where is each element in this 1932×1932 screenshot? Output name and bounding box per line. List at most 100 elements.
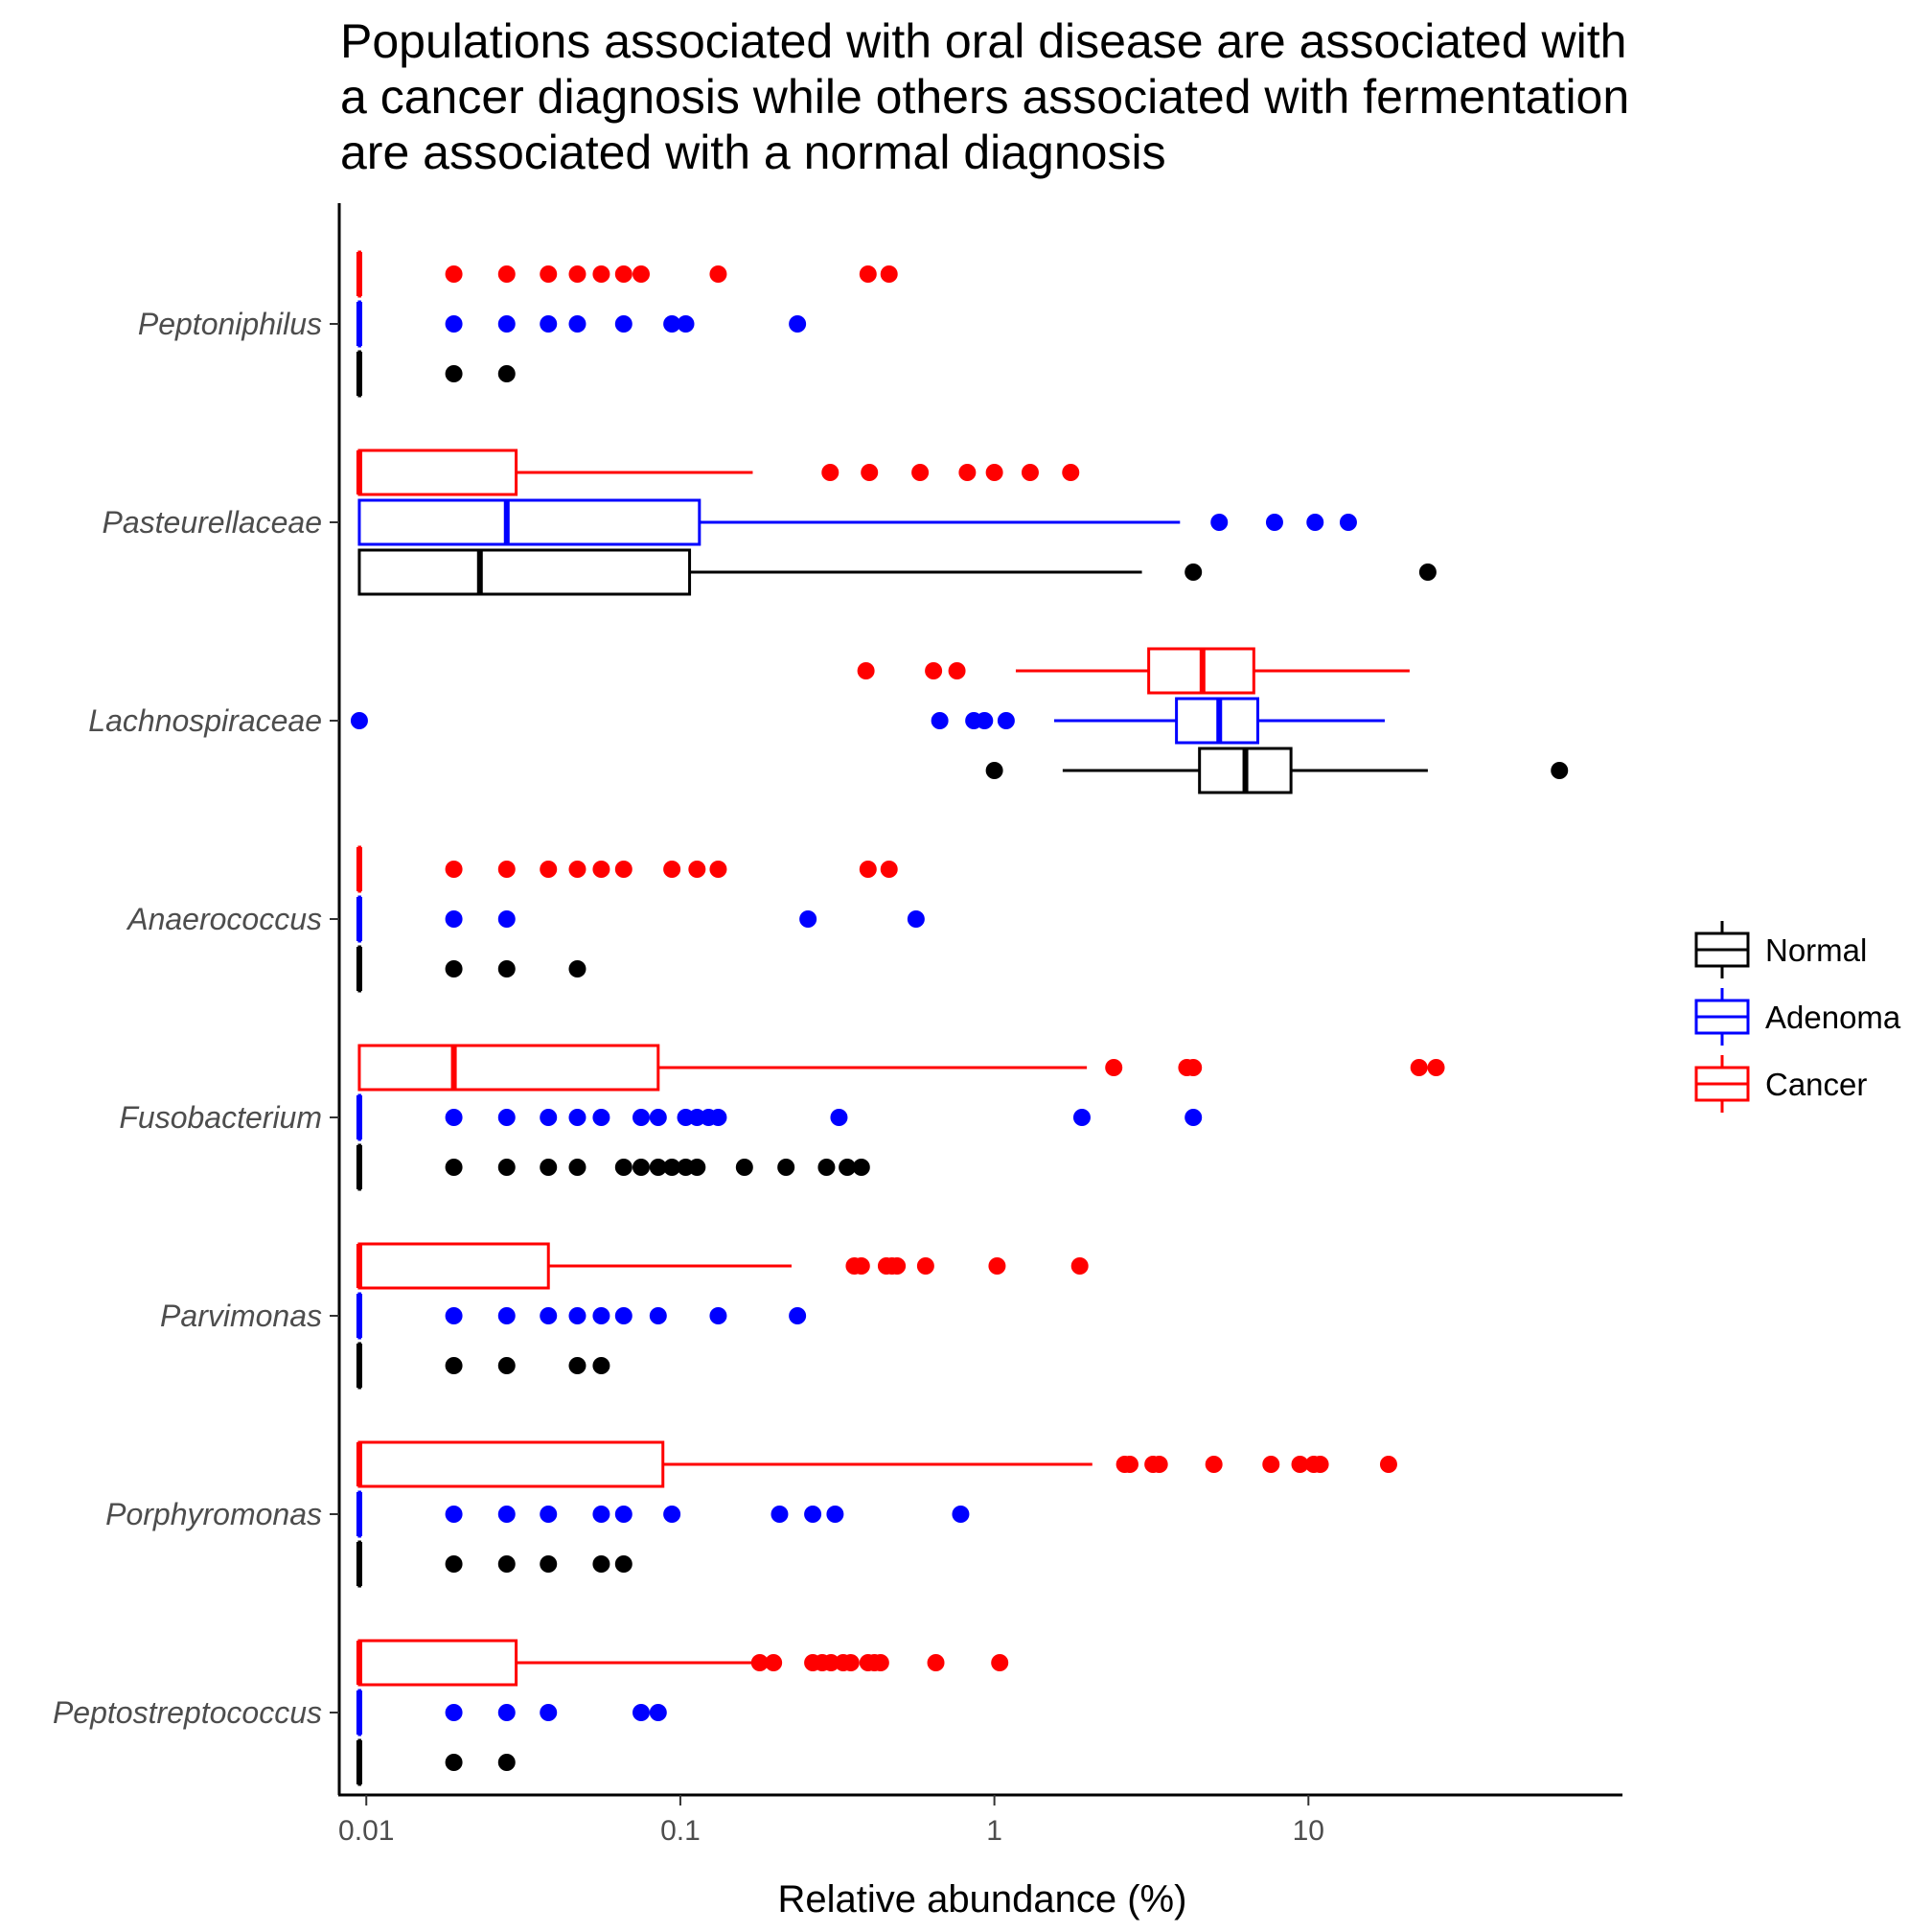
category-parvimonas xyxy=(356,1242,1089,1390)
outlier-peptoniphilus-cancer-0 xyxy=(445,265,463,283)
outlier-porphyromonas-cancer-1 xyxy=(1120,1456,1138,1473)
category-porphyromonas xyxy=(356,1440,1397,1588)
outlier-anaerococcus-cancer-3 xyxy=(568,861,586,878)
outlier-lachnospiraceae-cancer-2 xyxy=(948,662,966,679)
chart-title-line-3: are associated with a normal diagnosis xyxy=(340,126,1166,179)
outlier-fusobacterium-normal-12 xyxy=(817,1159,836,1176)
legend-item-adenoma: Adenoma xyxy=(1694,988,1901,1046)
box-anaerococcus-adenoma xyxy=(356,895,925,943)
outlier-porphyromonas-cancer-3 xyxy=(1150,1456,1168,1473)
outlier-fusobacterium-normal-5 xyxy=(632,1159,650,1176)
outlier-fusobacterium-adenoma-13 xyxy=(1184,1109,1203,1126)
outlier-peptostreptococcus-normal-0 xyxy=(445,1754,463,1771)
box-pasteurellaceae-adenoma xyxy=(357,498,1357,546)
outlier-peptostreptococcus-cancer-4 xyxy=(822,1654,840,1671)
outlier-peptoniphilus-adenoma-1 xyxy=(497,315,516,333)
outlier-fusobacterium-normal-10 xyxy=(735,1159,753,1176)
outlier-peptoniphilus-adenoma-6 xyxy=(677,315,695,333)
outlier-peptostreptococcus-adenoma-4 xyxy=(649,1704,667,1721)
outlier-pasteurellaceae-cancer-5 xyxy=(1021,464,1039,481)
outlier-fusobacterium-adenoma-12 xyxy=(1072,1109,1091,1126)
outlier-peptoniphilus-adenoma-3 xyxy=(568,315,586,333)
box-peptostreptococcus-normal xyxy=(356,1738,516,1786)
outlier-pasteurellaceae-normal-1 xyxy=(1418,564,1437,581)
outlier-parvimonas-normal-3 xyxy=(592,1357,610,1374)
category-lachnospiraceae xyxy=(350,647,1569,794)
legend-label-normal: Normal xyxy=(1765,932,1867,968)
outlier-parvimonas-cancer-6 xyxy=(988,1257,1006,1275)
box-pasteurellaceae-normal xyxy=(357,548,1437,596)
iqr-box-pasteurellaceae-normal xyxy=(357,548,692,596)
outlier-lachnospiraceae-adenoma-0 xyxy=(350,712,368,729)
outlier-pasteurellaceae-cancer-0 xyxy=(821,464,840,481)
outlier-anaerococcus-cancer-0 xyxy=(445,861,463,878)
outlier-anaerococcus-cancer-9 xyxy=(859,861,877,878)
category-pasteurellaceae xyxy=(356,448,1437,596)
x-axis-title: Relative abundance (%) xyxy=(778,1878,1187,1920)
outlier-lachnospiraceae-adenoma-1 xyxy=(931,712,949,729)
outlier-anaerococcus-normal-0 xyxy=(445,960,463,978)
outlier-porphyromonas-adenoma-4 xyxy=(614,1506,632,1523)
box-parvimonas-normal xyxy=(356,1342,610,1390)
outlier-peptoniphilus-cancer-5 xyxy=(614,265,632,283)
iqr-box-pasteurellaceae-adenoma xyxy=(357,498,702,546)
category-anaerococcus xyxy=(356,845,925,993)
outlier-anaerococcus-normal-2 xyxy=(568,960,586,978)
chart-title: Populations associated with oral disease… xyxy=(340,14,1629,179)
y-tick-label-peptostreptococcus: Peptostreptococcus xyxy=(53,1695,322,1730)
x-tick-label-10: 10 xyxy=(1293,1815,1324,1847)
x-tick-label-0.1: 0.1 xyxy=(660,1815,701,1847)
outlier-anaerococcus-cancer-1 xyxy=(497,861,516,878)
outlier-porphyromonas-normal-4 xyxy=(614,1555,632,1573)
outlier-peptoniphilus-normal-0 xyxy=(445,365,463,382)
iqr-box-porphyromonas-cancer xyxy=(357,1440,665,1488)
box-parvimonas-cancer xyxy=(356,1242,1089,1290)
chart-title-line-1: Populations associated with oral disease… xyxy=(340,14,1626,68)
outlier-peptoniphilus-adenoma-2 xyxy=(540,315,558,333)
outlier-fusobacterium-normal-0 xyxy=(445,1159,463,1176)
box-parvimonas-adenoma xyxy=(356,1292,807,1340)
outlier-peptoniphilus-normal-1 xyxy=(497,365,516,382)
box-fusobacterium-normal xyxy=(356,1143,870,1191)
iqr-box-fusobacterium-cancer xyxy=(357,1044,660,1092)
legend-label-cancer: Cancer xyxy=(1765,1067,1867,1102)
outlier-fusobacterium-adenoma-1 xyxy=(497,1109,516,1126)
outlier-parvimonas-normal-2 xyxy=(568,1357,586,1374)
outlier-pasteurellaceae-adenoma-2 xyxy=(1306,514,1324,531)
outlier-fusobacterium-adenoma-10 xyxy=(709,1109,727,1126)
outlier-peptoniphilus-cancer-6 xyxy=(632,265,650,283)
category-fusobacterium xyxy=(356,1044,1445,1191)
outlier-porphyromonas-adenoma-6 xyxy=(770,1506,789,1523)
outlier-peptostreptococcus-adenoma-3 xyxy=(632,1704,650,1721)
box-peptostreptococcus-cancer xyxy=(356,1639,1009,1687)
outlier-peptoniphilus-cancer-1 xyxy=(497,265,516,283)
outlier-fusobacterium-normal-2 xyxy=(540,1159,558,1176)
outlier-anaerococcus-cancer-4 xyxy=(592,861,610,878)
outlier-fusobacterium-cancer-0 xyxy=(1105,1059,1123,1076)
outlier-peptostreptococcus-cancer-1 xyxy=(765,1654,783,1671)
outlier-porphyromonas-adenoma-9 xyxy=(952,1506,970,1523)
outlier-parvimonas-adenoma-3 xyxy=(568,1307,586,1324)
chart-title-line-2: a cancer diagnosis while others associat… xyxy=(340,70,1629,124)
outlier-fusobacterium-normal-13 xyxy=(839,1159,857,1176)
outlier-anaerococcus-adenoma-3 xyxy=(907,910,925,928)
outlier-pasteurellaceae-cancer-2 xyxy=(911,464,930,481)
outlier-fusobacterium-normal-6 xyxy=(649,1159,667,1176)
box-lachnospiraceae-normal xyxy=(985,747,1569,794)
outlier-fusobacterium-adenoma-2 xyxy=(540,1109,558,1126)
outlier-peptoniphilus-cancer-4 xyxy=(592,265,610,283)
outlier-peptoniphilus-adenoma-7 xyxy=(789,315,807,333)
outlier-peptostreptococcus-cancer-0 xyxy=(750,1654,769,1671)
iqr-box-parvimonas-cancer xyxy=(357,1242,550,1290)
box-anaerococcus-cancer xyxy=(356,845,898,893)
outlier-pasteurellaceae-adenoma-0 xyxy=(1210,514,1229,531)
y-tick-label-fusobacterium: Fusobacterium xyxy=(119,1100,322,1135)
outlier-peptostreptococcus-cancer-9 xyxy=(871,1654,889,1671)
x-tick-label-1: 1 xyxy=(986,1815,1002,1847)
outlier-fusobacterium-cancer-2 xyxy=(1184,1059,1203,1076)
outlier-anaerococcus-cancer-10 xyxy=(880,861,898,878)
outlier-porphyromonas-cancer-9 xyxy=(1379,1456,1397,1473)
outlier-parvimonas-cancer-4 xyxy=(888,1257,907,1275)
outlier-peptostreptococcus-adenoma-0 xyxy=(445,1704,463,1721)
y-tick-label-lachnospiraceae: Lachnospiraceae xyxy=(88,703,322,738)
